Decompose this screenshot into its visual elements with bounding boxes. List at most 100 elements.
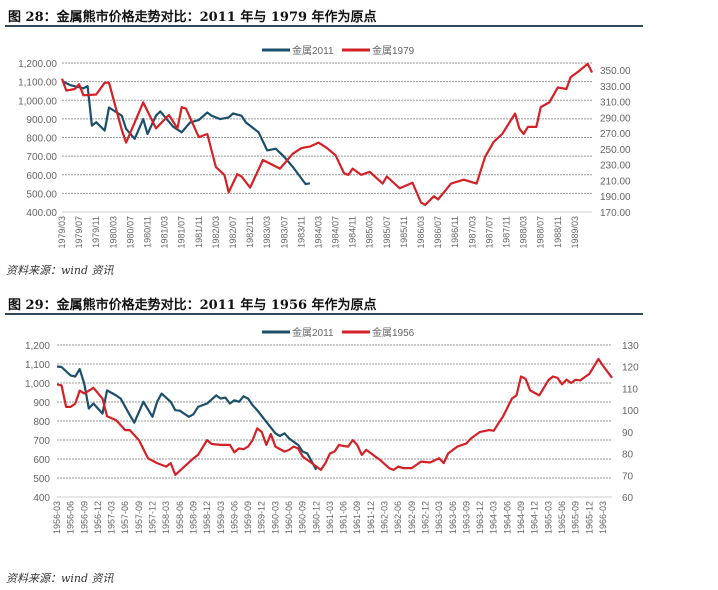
left-axis-tick-label: 800 — [33, 417, 50, 428]
x-axis-tick-label: 1956-09 — [79, 501, 89, 534]
x-axis-tick-label: 1960-12 — [311, 501, 321, 534]
x-axis-tick-label: 1979/07 — [74, 216, 84, 249]
left-axis-tick-label: 1,200.00 — [18, 59, 57, 70]
x-axis-tick-label: 1958-06 — [175, 501, 185, 534]
x-axis-tick-label: 1982/03 — [211, 216, 221, 249]
x-axis-tick-label: 1981/07 — [177, 216, 187, 249]
right-axis-tick-label: 170.00 — [600, 208, 631, 219]
x-axis-tick-label: 1986/03 — [416, 216, 426, 249]
x-axis-tick-label: 1984/03 — [313, 216, 323, 249]
legend-label: 金属2011 — [292, 326, 334, 339]
right-axis-tick-label: 110 — [622, 384, 638, 395]
x-axis-tick-label: 1980/03 — [108, 216, 118, 249]
x-axis-tick-label: 1965-06 — [557, 501, 567, 534]
x-axis-tick-label: 1987/07 — [484, 216, 494, 249]
left-axis-tick-label: 400.00 — [26, 208, 57, 219]
left-axis-tick-label: 1,000.00 — [18, 96, 57, 107]
x-axis-tick-label: 1960-06 — [284, 501, 294, 534]
x-axis-tick-label: 1963-06 — [448, 501, 458, 534]
x-axis-tick-label: 1988/11 — [553, 216, 563, 248]
x-axis-tick-label: 1988/07 — [536, 216, 546, 249]
x-axis-tick-label: 1961-12 — [366, 501, 376, 534]
right-axis-tick-label: 270.00 — [600, 129, 631, 140]
legend-label: 金属1979 — [372, 44, 415, 57]
chart-2-title: 图 29：金属熊市价格走势对比：2011 年与 1956 年作为原点 — [8, 298, 377, 313]
x-axis-tick-label: 1961-03 — [325, 501, 335, 534]
right-axis-tick-label: 130 — [622, 341, 639, 352]
chart-2-source: 资料来源：wind 资讯 — [6, 572, 114, 585]
x-axis-tick-label: 1964-06 — [502, 501, 512, 534]
left-axis-tick-label: 900.00 — [26, 115, 57, 126]
x-axis-tick-label: 1963-09 — [461, 501, 471, 534]
right-axis-tick-label: 190.00 — [600, 192, 631, 203]
x-axis-tick-label: 1979/11 — [91, 216, 101, 248]
x-axis-tick-label: 1981/11 — [194, 216, 204, 248]
left-axis-tick-label: 700 — [33, 436, 50, 447]
left-axis-tick-label: 1,200 — [25, 341, 50, 352]
left-axis-tick-label: 400 — [33, 493, 50, 504]
x-axis-tick-label: 1964-09 — [516, 501, 526, 534]
x-axis-tick-label: 1961-09 — [352, 501, 362, 534]
x-axis-tick-label: 1957-06 — [120, 501, 130, 534]
x-axis-tick-label: 1957-03 — [107, 501, 117, 534]
x-axis-tick-label: 1986/07 — [433, 216, 443, 249]
x-axis-tick-label: 1987/03 — [467, 216, 477, 249]
x-axis-tick-label: 1982/07 — [228, 216, 238, 249]
x-axis-tick-label: 1959-03 — [216, 501, 226, 534]
x-axis-tick-label: 1988/03 — [519, 216, 529, 249]
x-axis-tick-label: 1962-09 — [407, 501, 417, 534]
right-axis-tick-label: 290.00 — [600, 113, 631, 124]
x-axis-tick-label: 1984/07 — [331, 216, 341, 249]
x-axis-tick-label: 1987/11 — [502, 216, 512, 248]
left-axis-tick-label: 500.00 — [26, 189, 57, 200]
x-axis-tick-label: 1956-03 — [52, 501, 62, 534]
x-axis-tick-label: 1957-12 — [148, 501, 158, 534]
right-axis-tick-label: 100 — [622, 406, 639, 417]
series-line-金属1956 — [56, 357, 613, 476]
x-axis-tick-label: 1959-06 — [229, 501, 239, 534]
right-axis-tick-label: 90 — [622, 428, 634, 439]
x-axis-tick-label: 1964-12 — [530, 501, 540, 534]
left-axis-tick-label: 600.00 — [26, 171, 57, 182]
x-axis-tick-label: 1961-06 — [339, 501, 349, 534]
x-axis-tick-label: 1982/11 — [245, 216, 255, 248]
x-axis-tick-label: 1963-12 — [475, 501, 485, 534]
x-axis-tick-label: 1956-06 — [66, 501, 76, 534]
x-axis-tick-label: 1956-12 — [93, 501, 103, 534]
right-axis-tick-label: 230.00 — [600, 161, 631, 172]
x-axis-tick-label: 1979/03 — [57, 216, 67, 249]
chart-1: 400.00 500.00 600.00 700.00 800.00 900.00 1,00… — [18, 44, 631, 249]
x-axis-tick-label: 1985/03 — [365, 216, 375, 249]
right-axis-tick-label: 70 — [622, 471, 634, 482]
x-axis-tick-label: 1986/11 — [450, 216, 460, 248]
series-line-金属2011 — [56, 365, 318, 471]
chart-1-title: 图 28：金属熊市价格走势对比：2011 年与 1979 年作为原点 — [8, 10, 377, 25]
x-axis-tick-label: 1985/07 — [382, 216, 392, 249]
left-axis-tick-label: 1,100 — [25, 360, 50, 371]
right-axis-tick-label: 60 — [622, 493, 634, 504]
x-axis-tick-label: 1966-03 — [598, 501, 608, 534]
series-line-金属2011 — [61, 80, 311, 186]
x-axis-tick-label: 1960-03 — [270, 501, 280, 534]
right-axis-tick-label: 250.00 — [600, 145, 631, 156]
x-axis-tick-label: 1984/11 — [348, 216, 358, 248]
x-axis-tick-label: 1980/11 — [142, 216, 152, 248]
legend-label: 金属2011 — [292, 44, 334, 57]
right-axis-tick-label: 330.00 — [600, 82, 631, 93]
title-rule — [5, 25, 643, 27]
x-axis-tick-label: 1957-09 — [134, 501, 144, 534]
x-axis-tick-label: 1959-12 — [257, 501, 267, 534]
x-axis-tick-label: 1983/11 — [296, 216, 306, 248]
x-axis-tick-label: 1985/11 — [399, 216, 409, 248]
left-axis-tick-label: 500 — [33, 474, 50, 485]
x-axis-tick-label: 1963-03 — [434, 501, 444, 534]
x-axis-tick-label: 1962-12 — [420, 501, 430, 534]
right-axis-tick-label: 80 — [622, 450, 634, 461]
right-axis-tick-label: 120 — [622, 363, 639, 374]
series-line-金属1979 — [60, 62, 593, 206]
left-axis-tick-label: 1,100.00 — [18, 78, 57, 89]
x-axis-tick-label: 1959-09 — [243, 501, 253, 534]
right-axis-tick-label: 350.00 — [600, 66, 631, 77]
x-axis-tick-label: 1958-12 — [202, 501, 212, 534]
x-axis-tick-label: 1965-03 — [543, 501, 553, 534]
